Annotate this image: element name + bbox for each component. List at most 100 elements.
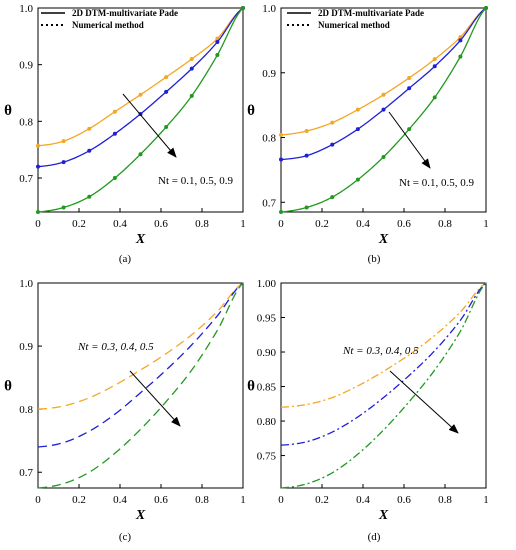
data-point bbox=[112, 176, 117, 180]
data-point bbox=[432, 64, 437, 69]
legend-entry: 2D DTM-multivariate Pade bbox=[72, 8, 178, 18]
data-point bbox=[164, 125, 169, 129]
plot-frame bbox=[37, 282, 244, 489]
data-point bbox=[61, 205, 66, 210]
x-tick-label: 0 bbox=[35, 494, 41, 506]
trend-arrow bbox=[388, 111, 431, 169]
plot-frame bbox=[280, 7, 487, 213]
x-tick-label: 0.8 bbox=[195, 494, 209, 506]
data-point bbox=[36, 210, 40, 214]
parameter-annotation: Nt = 0.1, 0.5, 0.9 bbox=[158, 175, 233, 187]
y-axis-label: θ bbox=[247, 103, 255, 119]
panel-label: (a) bbox=[119, 253, 132, 265]
data-point bbox=[241, 6, 245, 10]
data-point bbox=[87, 148, 92, 153]
y-tick-label: 0.8 bbox=[19, 116, 33, 128]
data-point bbox=[112, 131, 117, 136]
x-tick-label: 1 bbox=[483, 494, 489, 506]
x-tick-label: 0.6 bbox=[154, 218, 168, 230]
data-point bbox=[407, 75, 412, 80]
series-line-0 bbox=[280, 282, 487, 408]
legend-entry: Numerical method bbox=[318, 20, 390, 30]
x-tick-label: 1 bbox=[240, 494, 246, 506]
x-tick-label: 0 bbox=[278, 494, 284, 506]
trend-arrow bbox=[129, 370, 181, 427]
panel-b: 0 0.2 0.4 0.6 0.8 1 0.7 0.8 0.9 1.0 Xθ 2D DTM-multi… bbox=[247, 3, 489, 265]
y-tick-label: 1.0 bbox=[19, 278, 33, 290]
x-tick-label: 0.6 bbox=[154, 494, 168, 506]
legend-entry: 2D DTM-multivariate Pade bbox=[318, 8, 424, 18]
y-tick-label: 0.9 bbox=[262, 68, 276, 80]
y-tick-label: 0.7 bbox=[19, 467, 33, 479]
data-point bbox=[36, 164, 40, 169]
x-tick-label: 0.8 bbox=[438, 494, 452, 506]
data-point bbox=[279, 210, 283, 214]
data-point bbox=[458, 54, 463, 59]
x-tick-label: 0.8 bbox=[438, 218, 452, 230]
data-point bbox=[189, 66, 194, 71]
data-point bbox=[381, 107, 386, 112]
x-tick-label: 0.2 bbox=[72, 494, 86, 506]
series-line-1 bbox=[37, 282, 244, 448]
data-point bbox=[189, 93, 194, 98]
y-tick-label: 0.80 bbox=[257, 416, 277, 428]
y-tick-label: 0.90 bbox=[257, 347, 277, 359]
y-tick-label: 0.7 bbox=[19, 173, 33, 185]
data-point bbox=[381, 154, 386, 159]
data-point bbox=[279, 132, 283, 137]
trend-arrow bbox=[122, 93, 177, 158]
data-point bbox=[36, 143, 40, 148]
data-point bbox=[407, 127, 412, 132]
parameter-annotation: Nt = 0.1, 0.5, 0.9 bbox=[399, 177, 474, 189]
data-point bbox=[138, 152, 143, 157]
data-point bbox=[330, 195, 335, 200]
x-tick-label: 0.4 bbox=[113, 494, 127, 506]
y-tick-label: 0.8 bbox=[19, 404, 33, 416]
data-point bbox=[279, 157, 283, 162]
series-line-2 bbox=[280, 282, 487, 489]
x-axis-label: X bbox=[135, 508, 146, 523]
data-point bbox=[304, 153, 309, 158]
x-tick-label: 0.4 bbox=[356, 218, 370, 230]
panel-label: (b) bbox=[368, 253, 381, 265]
trend-arrow bbox=[389, 370, 459, 434]
y-tick-label: 1.0 bbox=[262, 3, 276, 15]
y-tick-label: 1.00 bbox=[257, 278, 277, 290]
y-tick-label: 0.9 bbox=[19, 341, 33, 353]
data-point bbox=[61, 160, 66, 165]
data-point bbox=[355, 177, 360, 182]
x-tick-label: 0.6 bbox=[397, 494, 411, 506]
panel-label: (d) bbox=[368, 531, 381, 543]
data-point bbox=[304, 129, 309, 134]
y-tick-label: 0.95 bbox=[257, 313, 277, 325]
parameter-annotation: Nt = 0.3, 0.4, 0.5 bbox=[77, 341, 154, 353]
data-point bbox=[112, 109, 117, 114]
x-tick-label: 0.2 bbox=[72, 218, 86, 230]
data-point bbox=[330, 120, 335, 125]
data-point bbox=[164, 89, 169, 94]
y-tick-label: 0.8 bbox=[262, 133, 276, 145]
parameter-annotation: Nt = 0.3, 0.4, 0.5 bbox=[342, 345, 419, 357]
series-line-0 bbox=[37, 282, 244, 410]
x-tick-label: 0.2 bbox=[315, 218, 329, 230]
panel-label: (c) bbox=[119, 531, 132, 543]
data-point bbox=[215, 40, 220, 44]
x-tick-label: 0 bbox=[35, 218, 41, 230]
data-point bbox=[87, 194, 92, 199]
data-point bbox=[432, 95, 437, 100]
panel-c: 0 0.2 0.4 0.6 0.8 1 0.7 0.8 0.9 1.0 Xθ Nt = 0.3, 0.… bbox=[4, 278, 246, 543]
y-tick-label: 1.0 bbox=[19, 3, 33, 15]
x-tick-label: 0.2 bbox=[315, 494, 329, 506]
series-line-1 bbox=[37, 7, 244, 168]
legend-entry: Numerical method bbox=[72, 20, 144, 30]
data-point bbox=[355, 107, 360, 112]
x-tick-label: 0.6 bbox=[397, 218, 411, 230]
data-point bbox=[189, 57, 194, 61]
data-point bbox=[355, 127, 360, 132]
y-axis-label: θ bbox=[4, 103, 12, 119]
data-point bbox=[407, 86, 412, 91]
plot-frame bbox=[37, 7, 244, 213]
x-tick-label: 0.4 bbox=[113, 218, 127, 230]
panel-a: 0 0.2 0.4 0.6 0.8 1 0.7 0.8 0.9 1.0 Xθ 2D DTM-multi… bbox=[4, 3, 246, 265]
